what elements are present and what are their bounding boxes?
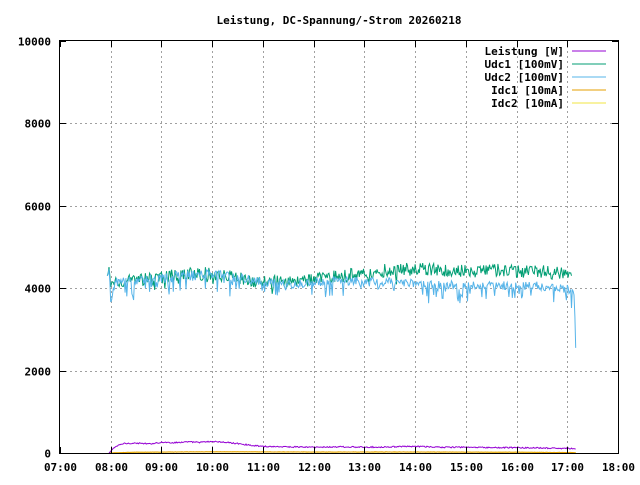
plot-frame xyxy=(59,40,619,454)
legend-label: Udc1 [100mV] xyxy=(485,58,564,71)
legend-label: Idc1 [10mA] xyxy=(491,84,564,97)
x-tick-label: 16:00 xyxy=(501,461,534,474)
y-axis: 0 2000 4000 6000 8000 10000 xyxy=(18,36,618,461)
x-tick-label: 15:00 xyxy=(450,461,483,474)
x-tick-label: 09:00 xyxy=(145,461,178,474)
y-tick-label: 8000 xyxy=(25,118,52,131)
x-axis: 07:00 08:00 09:00 10:00 11:00 12:00 13:00 14:00… xyxy=(44,41,635,474)
legend-label: Udc2 [100mV] xyxy=(485,71,564,84)
x-tick-label: 08:00 xyxy=(95,461,128,474)
x-tick-label: 12:00 xyxy=(298,461,331,474)
legend: Leistung [W]Udc1 [100mV]Udc2 [100mV]Idc1… xyxy=(485,45,606,110)
y-tick-label: 10000 xyxy=(18,36,51,49)
y-tick-label: 6000 xyxy=(25,201,52,214)
y-tick-label: 0 xyxy=(44,448,51,461)
legend-label: Idc2 [10mA] xyxy=(491,97,564,110)
x-tick-label: 11:00 xyxy=(247,461,280,474)
y-tick-label: 2000 xyxy=(25,366,52,379)
x-tick-label: 07:00 xyxy=(44,461,77,474)
x-tick-label: 10:00 xyxy=(196,461,229,474)
series-line-0 xyxy=(108,440,576,454)
y-tick-label: 4000 xyxy=(25,283,52,296)
plot-series xyxy=(106,261,577,454)
legend-label: Leistung [W] xyxy=(485,45,564,58)
x-tick-label: 17:00 xyxy=(551,461,584,474)
x-tick-label: 13:00 xyxy=(348,461,381,474)
series-line-3 xyxy=(109,451,576,454)
x-tick-label: 18:00 xyxy=(602,461,635,474)
chart-title: Leistung, DC-Spannung/-Strom 20260218 xyxy=(216,14,461,27)
x-tick-label: 14:00 xyxy=(399,461,432,474)
series-line-2 xyxy=(106,268,577,348)
